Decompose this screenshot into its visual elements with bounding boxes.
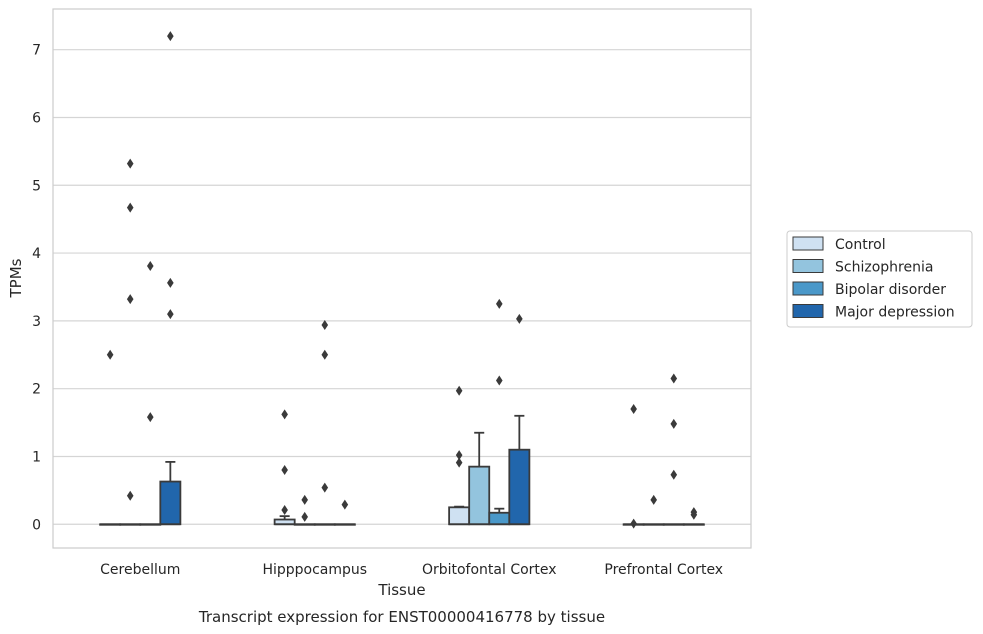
plot-frame: [52, 8, 752, 549]
outlier-point: [455, 385, 463, 396]
box-1-0: [273, 409, 296, 526]
box-3-0: [622, 404, 645, 529]
outlier-point: [281, 465, 288, 476]
box-body: [488, 511, 511, 526]
outlier-point: [670, 418, 678, 429]
box-3-2: [662, 373, 685, 526]
y-tick-label: 5: [32, 178, 41, 194]
box-3-1: [642, 494, 665, 526]
outlier-point: [455, 450, 463, 461]
box-3-3: [682, 507, 705, 526]
outlier-point: [670, 469, 678, 480]
legend-swatch: [792, 281, 824, 296]
y-tick-label: 7: [32, 43, 41, 59]
y-tick-labels: 0 1 2 3 4 5 6 7: [32, 43, 41, 534]
chart-caption: Transcript expression for ENST0000041677…: [198, 608, 605, 626]
outlier-point: [167, 309, 174, 320]
box-0-0: [99, 349, 122, 526]
legend-swatch: [792, 236, 824, 251]
box-0-3: [159, 31, 182, 526]
box-2-1: [468, 431, 491, 526]
legend-label: Schizophrenia: [835, 260, 933, 276]
y-tick-label: 2: [32, 382, 41, 398]
x-tick-label: Hipppocampus: [262, 562, 367, 578]
outlier-point: [630, 518, 637, 529]
box-1-2: [313, 319, 336, 526]
outlier-point: [126, 490, 134, 501]
outlier-point: [321, 319, 329, 330]
outlier-point: [495, 298, 503, 309]
outlier-point: [106, 349, 114, 360]
outlier-point: [455, 457, 463, 468]
box-2-3: [508, 313, 531, 526]
outlier-point: [650, 494, 658, 505]
outlier-point: [167, 31, 174, 42]
y-tick-label: 1: [32, 449, 41, 465]
box-body: [508, 448, 531, 526]
outlier-point: [146, 260, 154, 271]
box-1-3: [333, 499, 356, 526]
legend-label: Control: [835, 237, 886, 253]
outlier-point: [670, 373, 678, 384]
outlier-point: [126, 294, 134, 305]
y-tick-label: 6: [32, 110, 41, 126]
outlier-point: [146, 412, 154, 423]
y-axis-label: TPMs: [7, 258, 25, 298]
box-0-1: [119, 158, 142, 526]
x-tick-labels: Cerebellum Hipppocampus Orbitofontal Corte…: [100, 562, 723, 578]
outlier-point: [126, 202, 134, 213]
outlier-point: [281, 409, 288, 420]
outlier-point: [167, 277, 174, 288]
y-tick-label: 4: [32, 246, 41, 262]
x-axis-label: Tissue: [377, 581, 425, 599]
outlier-point: [516, 313, 523, 324]
outlier-point: [495, 375, 503, 386]
outlier-point: [281, 505, 288, 516]
legend: Control Schizophrenia Bipolar disorder Majo…: [786, 230, 973, 328]
outlier-point: [690, 509, 698, 520]
x-tick-label: Prefrontal Cortex: [604, 562, 723, 578]
legend-swatch: [792, 304, 824, 318]
outlier-point: [126, 158, 134, 169]
box-2-2: [488, 298, 511, 526]
legend-swatch: [792, 259, 824, 273]
legend-label: Major depression: [835, 305, 955, 321]
outlier-point: [301, 511, 309, 522]
outlier-point: [301, 494, 309, 505]
outlier-point: [341, 499, 349, 510]
x-tick-label: Orbitofontal Cortex: [422, 562, 557, 578]
x-tick-label: Cerebellum: [100, 562, 180, 578]
legend-frame: [786, 230, 973, 328]
gridlines: [53, 49, 751, 525]
legend-label: Bipolar disorder: [835, 282, 946, 298]
box-body: [159, 480, 182, 526]
outlier-point: [321, 482, 329, 493]
box-body: [448, 506, 471, 526]
y-tick-label: 3: [32, 314, 41, 330]
box-0-2: [139, 260, 162, 526]
box-2-0: [448, 385, 471, 526]
box-1-1: [293, 494, 316, 526]
y-tick-label: 0: [32, 517, 41, 533]
outlier-point: [630, 404, 637, 415]
plot-marks: [99, 31, 705, 529]
outlier-point: [321, 349, 329, 360]
box-body: [468, 465, 491, 526]
